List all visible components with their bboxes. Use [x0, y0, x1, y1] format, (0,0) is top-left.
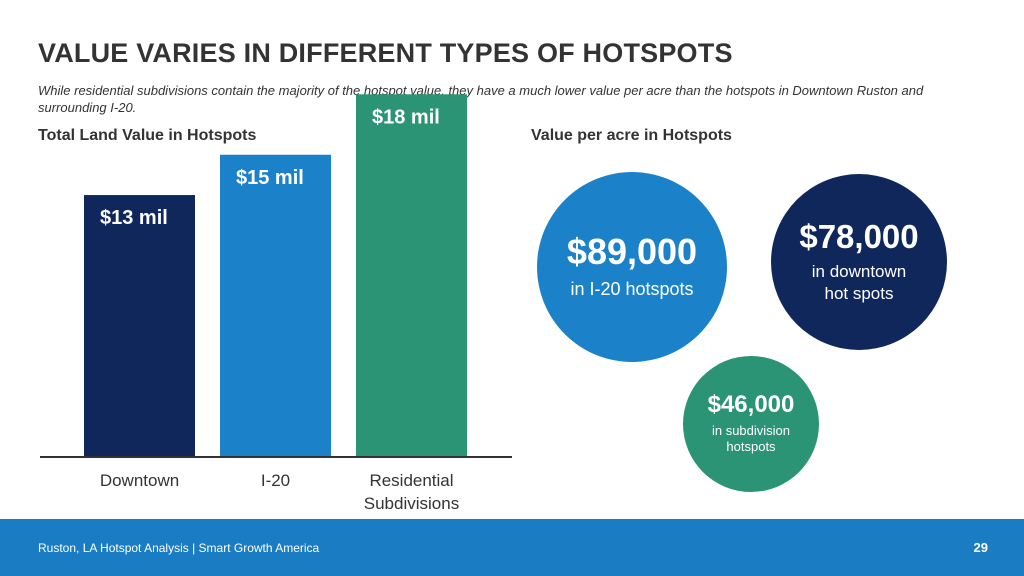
bubble-i20-value: $89,000	[566, 230, 698, 272]
bubble-i20: $89,000 in I-20 hotspots	[537, 172, 727, 362]
bubble-subdivision-caption-line: hotspots	[726, 439, 776, 454]
bubble-chart-title: Value per acre in Hotspots	[531, 127, 732, 144]
x-tick-label: Downtown	[100, 471, 179, 490]
bubble-subdivision-caption-line: in subdivision	[711, 422, 791, 438]
bubble-subdivision-caption: in subdivision hotspots	[712, 423, 790, 456]
footer-text: Ruston, LA Hotspot Analysis | Smart Grow…	[38, 541, 320, 555]
bubble-downtown: $78,000 in downtown hot spots	[771, 174, 947, 350]
bar-chart-title: Total Land Value in Hotspots	[38, 127, 257, 144]
page-number: 29	[973, 540, 988, 555]
slide-title: VALUE VARIES IN DIFFERENT TYPES OF HOTSP…	[38, 38, 733, 68]
bar-data-label: $15 mil	[236, 167, 304, 189]
slide-subtitle: While residential subdivisions contain t…	[38, 83, 924, 115]
bubble-subdivision-value: $46,000	[707, 390, 795, 418]
footer-bar: Ruston, LA Hotspot Analysis | Smart Grow…	[0, 519, 1024, 576]
bar-data-label: $13 mil	[100, 207, 168, 229]
bubble-subdivision: $46,000 in subdivision hotspots	[683, 356, 819, 492]
x-tick-label: Subdivisions	[364, 494, 459, 513]
bar-i20	[220, 154, 331, 457]
bubble-downtown-caption-line: in downtown	[811, 262, 907, 282]
bar-downtown	[84, 195, 195, 458]
bar-residential	[356, 94, 467, 458]
x-tick-label: Residential	[369, 471, 453, 490]
bubble-downtown-caption-line: hot spots	[824, 283, 894, 303]
x-tick-label: I-20	[261, 471, 290, 490]
bubble-downtown-value: $78,000	[799, 218, 919, 256]
bubble-i20-caption: in I-20 hotspots	[570, 278, 693, 301]
bar-chart: $13 mil Downtown $15 mil I-20 $18 mil Residen…	[40, 94, 512, 513]
bubble-downtown-caption: in downtown hot spots	[812, 261, 907, 304]
bar-data-label: $18 mil	[372, 106, 440, 128]
bubble-i20-caption-line: in I-20 hotspots	[570, 278, 694, 299]
